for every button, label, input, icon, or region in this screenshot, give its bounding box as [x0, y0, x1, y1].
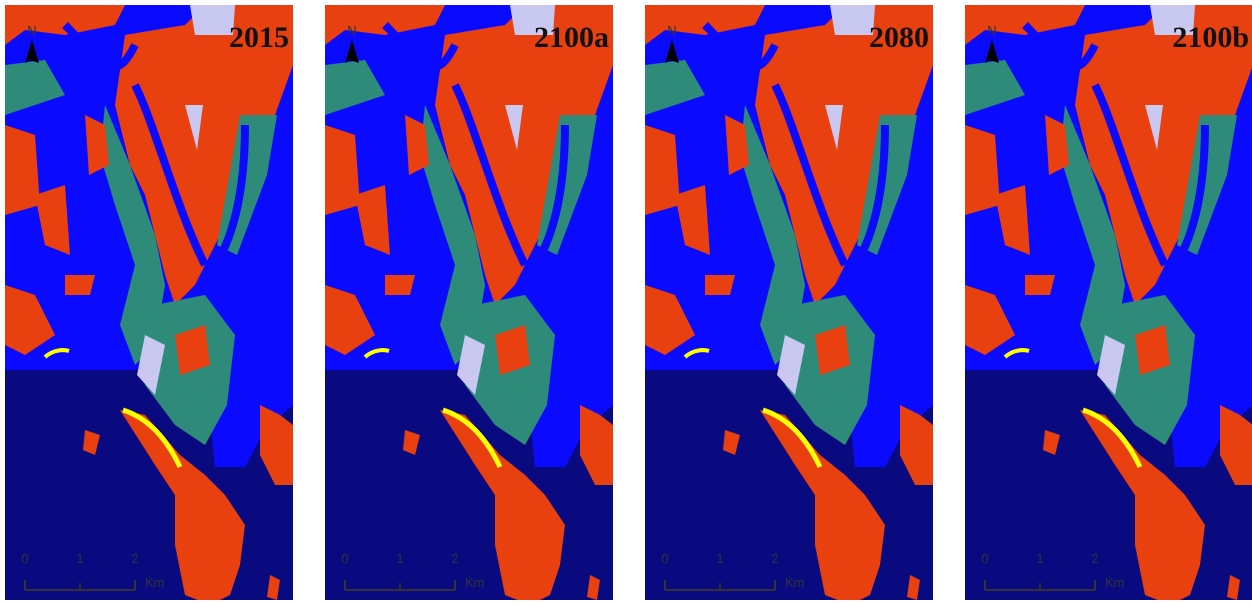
- scale-unit: Km: [1105, 575, 1125, 590]
- map-panel: 2080 N 0 1 2 Km: [645, 5, 933, 605]
- map-panel: 2100b N 0 1 2 Km: [965, 5, 1252, 605]
- map-figure: 2015N012Km2100aN012Km2080N012Km2100bN012…: [0, 0, 1252, 605]
- scale-tick-label: 1: [76, 551, 83, 566]
- north-label: N: [27, 23, 36, 38]
- panel-label: 2100b: [1172, 21, 1249, 54]
- panel-label: 2100a: [534, 21, 609, 54]
- scale-tick-label: 2: [771, 551, 778, 566]
- land-cover-map: [645, 5, 933, 605]
- page: {"north": "N", "panels": [{"label": "201…: [0, 0, 1252, 605]
- scale-tick-label: 2: [1091, 551, 1098, 566]
- panel-label: 2080: [869, 21, 929, 54]
- land-cover-map: [325, 5, 613, 605]
- scale-unit: Km: [785, 575, 805, 590]
- scale-tick-label: 0: [21, 551, 28, 566]
- scale-tick-label: 1: [716, 551, 723, 566]
- north-label: N: [667, 23, 676, 38]
- scale-tick-label: 0: [341, 551, 348, 566]
- panel-label: 2015: [229, 21, 289, 54]
- scale-tick-label: 2: [451, 551, 458, 566]
- scale-tick-label: 0: [981, 551, 988, 566]
- scale-unit: Km: [145, 575, 165, 590]
- scale-tick-label: 1: [396, 551, 403, 566]
- scale-tick-label: 2: [131, 551, 138, 566]
- north-label: N: [987, 23, 996, 38]
- north-label: N: [347, 23, 356, 38]
- scale-tick-label: 0: [661, 551, 668, 566]
- scale-tick-label: 1: [1036, 551, 1043, 566]
- map-panel: 2015 N 0 1 2 Km: [5, 5, 293, 605]
- land-cover-map: [965, 5, 1252, 605]
- land-cover-map: [5, 5, 293, 605]
- scale-unit: Km: [465, 575, 485, 590]
- map-panel: 2100a N 0 1 2 Km: [325, 5, 613, 605]
